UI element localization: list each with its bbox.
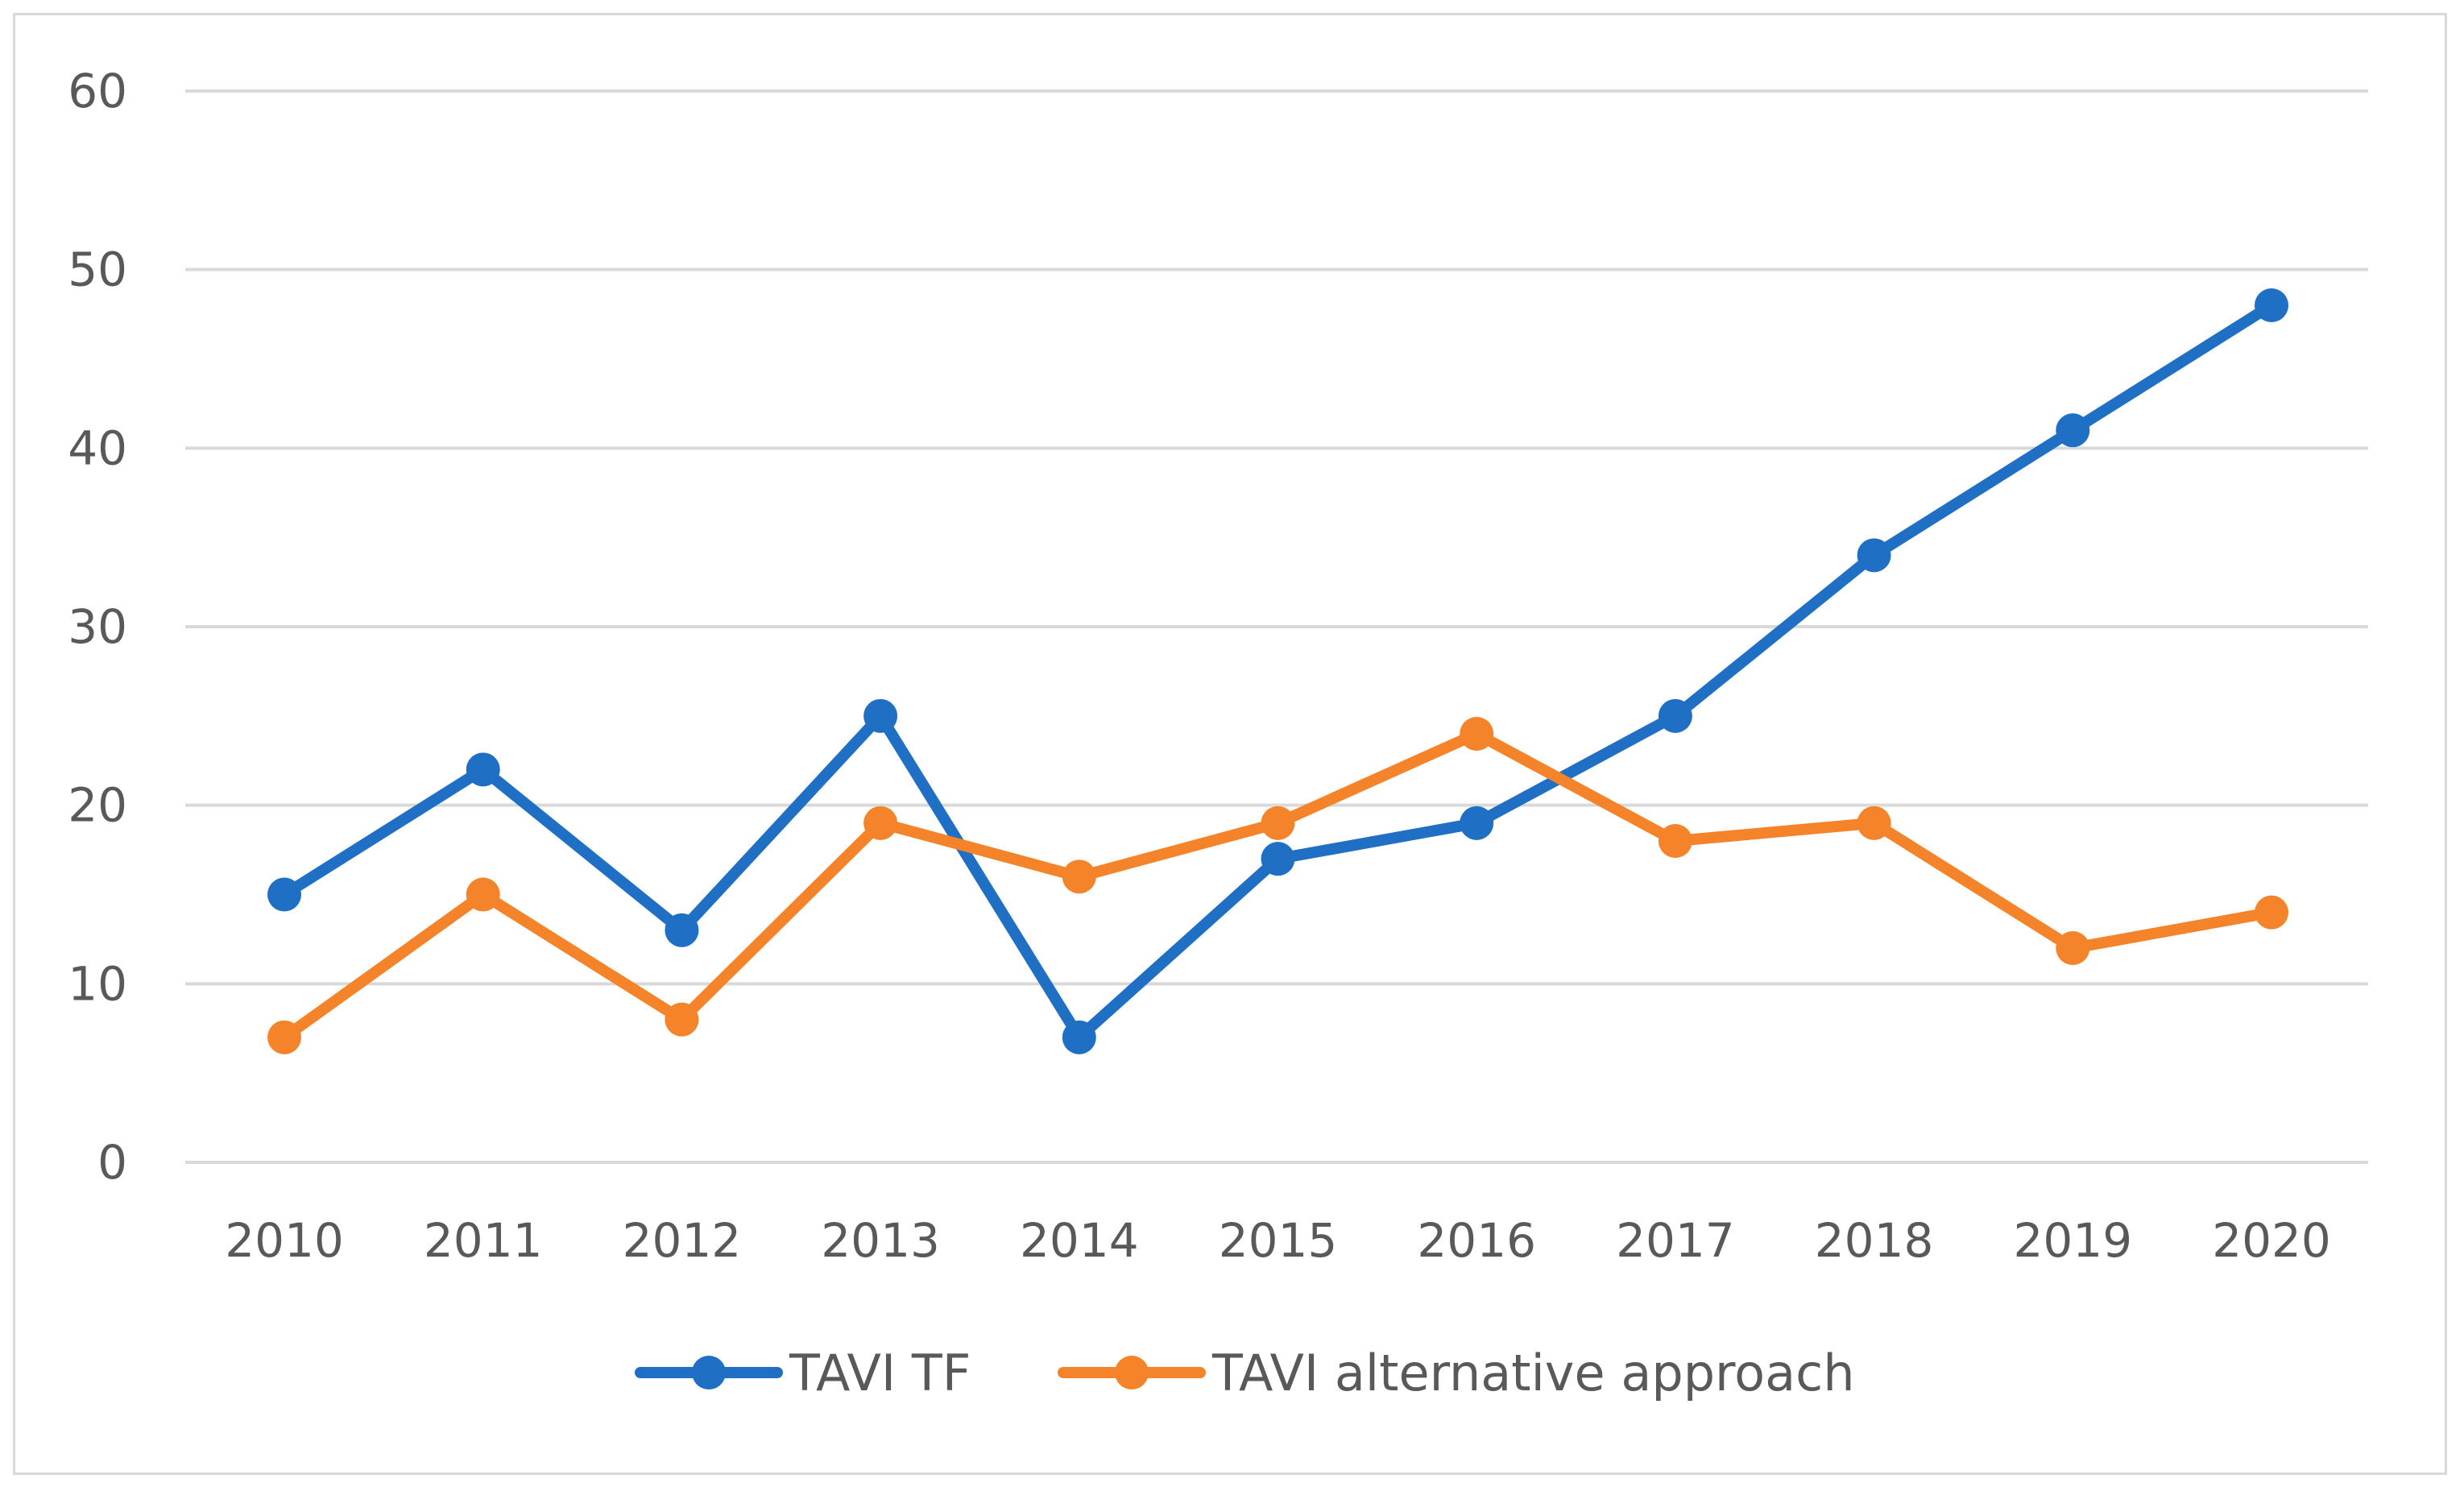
data-point-tavi-alternative-approach-2014 [1062, 859, 1096, 894]
gridlines [185, 89, 2368, 1164]
series-lines [267, 288, 2288, 1054]
x-tick-label-2015: 2015 [1219, 1213, 1338, 1268]
data-point-tavi-alternative-approach-2016 [1460, 717, 1494, 751]
data-point-tavi-alternative-approach-2020 [2255, 895, 2288, 930]
data-point-tavi-tf-2015 [1261, 842, 1295, 876]
data-point-tavi-alternative-approach-2017 [1658, 824, 1692, 858]
legend: TAVI TF TAVI alternative approach [635, 1344, 1855, 1402]
x-tick-label-2019: 2019 [2013, 1213, 2132, 1268]
x-tick-label-2020: 2020 [2212, 1213, 2331, 1268]
data-point-tavi-alternative-approach-2010 [267, 1020, 301, 1054]
x-tick-label-2017: 2017 [1616, 1213, 1735, 1268]
x-tick-label-2016: 2016 [1417, 1213, 1536, 1268]
x-tick-label-2013: 2013 [821, 1213, 940, 1268]
x-tick-label-2012: 2012 [623, 1213, 742, 1268]
legend-label-tavi-alternative-approach: TAVI alternative approach [1211, 1344, 1855, 1402]
data-point-tavi-alternative-approach-2018 [1857, 806, 1891, 840]
data-point-tavi-tf-2010 [267, 877, 301, 912]
data-point-tavi-alternative-approach-2019 [2056, 931, 2090, 965]
data-point-tavi-tf-2016 [1460, 806, 1494, 840]
data-point-tavi-tf-2018 [1857, 538, 1891, 573]
y-tick-label-60: 60 [68, 64, 127, 118]
data-point-tavi-alternative-approach-2013 [863, 806, 898, 840]
y-axis-ticks: 0 10 20 30 40 50 60 [68, 64, 127, 1190]
data-point-tavi-tf-2017 [1658, 698, 1692, 733]
chart-frame [13, 13, 2447, 1475]
data-point-tavi-tf-2013 [863, 698, 898, 733]
series-line-tavi-alternative-approach [279, 728, 2277, 1043]
y-tick-label-10: 10 [68, 956, 127, 1011]
data-point-tavi-alternative-approach-2015 [1261, 806, 1295, 840]
y-tick-label-20: 20 [68, 778, 127, 833]
y-tick-label-30: 30 [68, 599, 127, 654]
x-axis-ticks: 2010 2011 2012 2013 2014 2015 2016 2017 2018 2019… [225, 1213, 2331, 1268]
legend-marker-tavi-tf [692, 1356, 726, 1390]
x-tick-label-2010: 2010 [225, 1213, 344, 1268]
x-tick-label-2014: 2014 [1020, 1213, 1139, 1268]
x-tick-label-2018: 2018 [1815, 1213, 1934, 1268]
y-tick-label-50: 50 [68, 242, 127, 297]
data-point-tavi-alternative-approach-2012 [665, 1002, 699, 1037]
y-tick-label-40: 40 [68, 420, 127, 475]
data-point-tavi-tf-2019 [2056, 413, 2090, 448]
data-point-tavi-alternative-approach-2011 [466, 877, 500, 912]
legend-label-tavi-tf: TAVI TF [789, 1344, 971, 1402]
series-line-tavi-tf [279, 300, 2277, 1043]
y-tick-label-0: 0 [97, 1135, 127, 1190]
data-point-tavi-tf-2014 [1062, 1020, 1096, 1054]
data-point-tavi-tf-2020 [2255, 288, 2288, 322]
x-tick-label-2011: 2011 [424, 1213, 543, 1268]
data-point-tavi-tf-2011 [466, 752, 500, 787]
legend-marker-tavi-alternative-approach [1115, 1356, 1149, 1390]
data-point-tavi-tf-2012 [665, 913, 699, 947]
